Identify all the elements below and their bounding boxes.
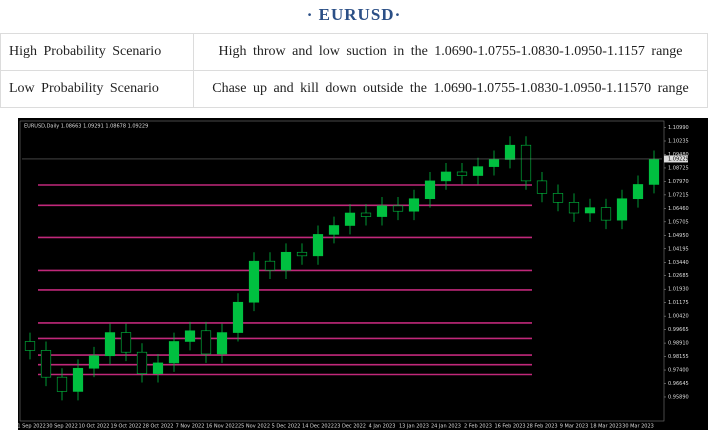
candle-body <box>552 193 564 203</box>
y-tick-label: 0.97400 <box>668 368 689 374</box>
candle-body <box>504 144 516 160</box>
candle-body <box>488 159 500 167</box>
candle-body <box>344 212 356 226</box>
candle-body <box>360 212 372 217</box>
x-tick-label: 21 Sep 2022 <box>18 424 46 430</box>
chart-title: EURUSD,Daily 1.08663 1.09291 1.08678 1.0… <box>24 124 148 130</box>
x-tick-label: 24 Jan 2023 <box>431 424 461 430</box>
candle-body <box>152 362 164 374</box>
candle-body <box>168 341 180 364</box>
candle-body <box>456 171 468 176</box>
x-tick-label: 16 Feb 2023 <box>494 424 525 430</box>
x-tick-label: 18 Mar 2023 <box>590 424 622 430</box>
x-tick-label: 2 Feb 2023 <box>464 424 492 430</box>
candle-body <box>328 225 340 235</box>
candle-body <box>216 332 228 355</box>
candle-body <box>136 351 148 374</box>
candle-body <box>24 341 36 351</box>
cell: Chase up and kill down outside the 1.069… <box>193 70 708 108</box>
candle-body <box>632 184 644 200</box>
y-tick-label: 1.02685 <box>668 273 689 279</box>
candle-body <box>408 198 420 212</box>
candle-body <box>520 144 532 182</box>
x-tick-label: 13 Jan 2023 <box>399 424 429 430</box>
x-tick-label: 25 Nov 2022 <box>238 424 270 430</box>
y-tick-label: 1.08725 <box>668 165 689 171</box>
candle-body <box>72 367 84 392</box>
y-tick-label: 0.98155 <box>668 354 689 360</box>
candle-body <box>56 376 68 392</box>
chart-background <box>18 118 708 430</box>
candle-body <box>568 201 580 214</box>
candle-body <box>280 251 292 271</box>
y-tick-label: 1.10235 <box>668 139 689 145</box>
y-tick-label: 1.01175 <box>668 300 689 306</box>
y-tick-label: 0.95890 <box>668 394 689 400</box>
candle-body <box>648 159 660 185</box>
y-tick-label: 1.09480 <box>668 152 689 158</box>
x-tick-label: 23 Dec 2022 <box>334 424 366 430</box>
x-tick-label: 14 Dec 2022 <box>302 424 334 430</box>
candle-body <box>248 260 260 303</box>
candle-body <box>472 166 484 176</box>
y-tick-label: 1.00420 <box>668 314 689 320</box>
candle-body <box>392 205 404 212</box>
candle-body <box>600 207 612 221</box>
y-tick-label: 1.10990 <box>668 125 689 131</box>
y-tick-label: 0.99665 <box>668 327 689 333</box>
y-tick-label: 1.01930 <box>668 287 689 293</box>
x-tick-label: 10 Oct 2022 <box>79 424 110 430</box>
cell: Low Probability Scenario <box>0 70 194 108</box>
candle-body <box>264 260 276 271</box>
last-price-label: 1.09229 <box>668 156 689 162</box>
x-tick-label: 19 Oct 2022 <box>111 424 142 430</box>
y-tick-label: 0.96645 <box>668 381 689 387</box>
x-tick-label: 30 Mar 2023 <box>622 424 654 430</box>
x-tick-label: 28 Feb 2023 <box>526 424 557 430</box>
x-tick-label: 16 Nov 2022 <box>206 424 238 430</box>
y-tick-label: 1.06460 <box>668 206 689 212</box>
chart: EURUSD,Daily 1.08663 1.09291 1.08678 1.0… <box>18 118 708 430</box>
candle-body <box>440 171 452 182</box>
x-tick-label: 9 Mar 2023 <box>560 424 589 430</box>
candle-body <box>40 350 52 378</box>
row: High Probability Scenario High throw and … <box>0 33 708 71</box>
cell: High throw and low suction in the 1.0690… <box>193 33 708 71</box>
candle-body <box>104 332 116 357</box>
candle-body <box>296 251 308 257</box>
candle-body <box>376 205 388 217</box>
candle-body <box>536 180 548 194</box>
row: Low Probability Scenario Chase up and kil… <box>0 70 708 108</box>
y-tick-label: 1.07215 <box>668 192 689 198</box>
y-tick-label: 0.98910 <box>668 341 689 347</box>
x-tick-label: 28 Oct 2022 <box>143 424 174 430</box>
y-tick-label: 1.07970 <box>668 179 689 185</box>
y-tick-label: 1.03440 <box>668 260 689 266</box>
candle-body <box>232 301 244 333</box>
plot-frame <box>19 120 665 422</box>
candle-body <box>584 207 596 214</box>
candle-body <box>424 180 436 200</box>
candle-body <box>184 330 196 342</box>
candle-body <box>120 332 132 353</box>
candle-body <box>616 198 628 221</box>
cell: High Probability Scenario <box>0 33 194 71</box>
candle-body <box>312 234 324 257</box>
x-tick-label: 5 Dec 2022 <box>272 424 301 430</box>
page-title: · EURUSD· <box>306 5 402 24</box>
x-tick-label: 30 Sep 2022 <box>46 424 78 430</box>
last-price-tag <box>664 155 688 163</box>
scenario-table: High Probability Scenario High throw and … <box>0 33 708 108</box>
x-tick-label: 7 Nov 2022 <box>176 424 205 430</box>
y-tick-label: 1.04950 <box>668 233 689 239</box>
candle-body <box>88 355 100 369</box>
x-tick-label: 4 Jan 2023 <box>369 424 396 430</box>
candle-body <box>200 330 212 355</box>
y-tick-label: 1.05705 <box>668 219 689 225</box>
y-tick-label: 1.04195 <box>668 246 689 252</box>
